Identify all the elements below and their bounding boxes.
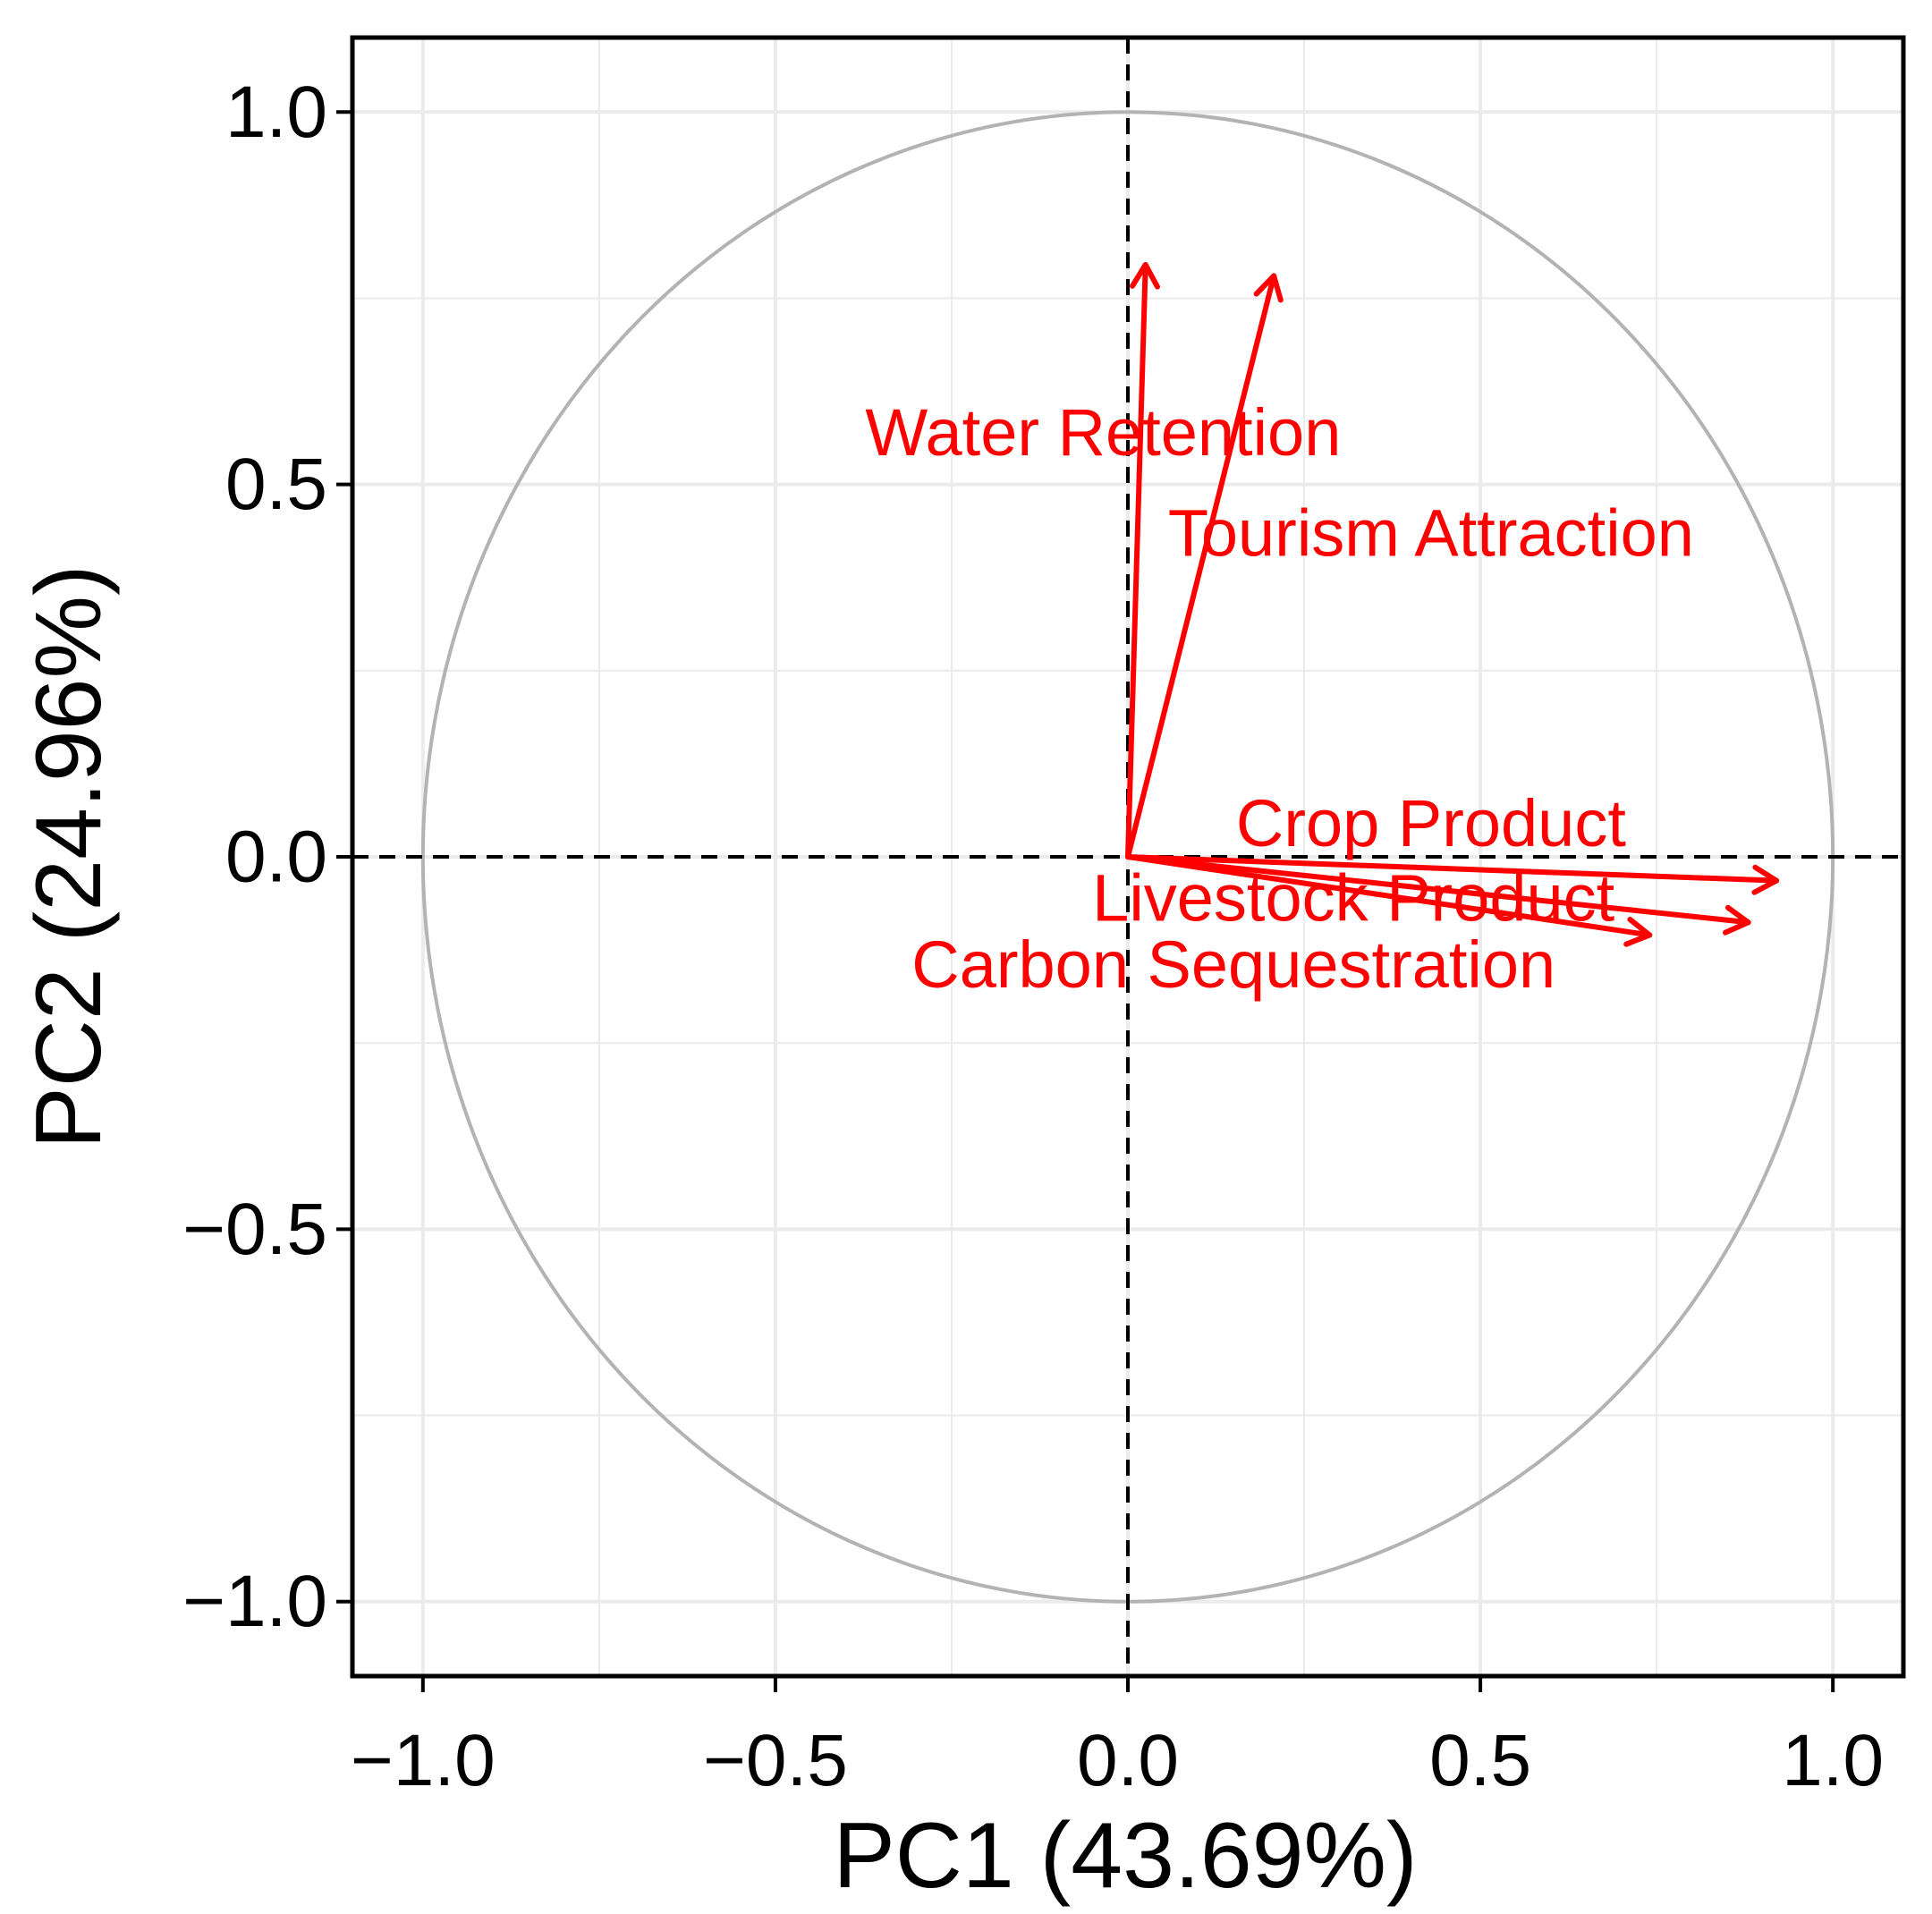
x-tick-label: 0.5 <box>1429 1720 1531 1801</box>
x-tick-label: −0.5 <box>703 1720 848 1801</box>
arrowhead-water-retention <box>1129 261 1160 290</box>
y-tick-label: 0.0 <box>225 817 327 898</box>
arrow-crop-product <box>1125 854 1780 884</box>
loading-arrows <box>1125 261 1780 947</box>
y-tick-label: −0.5 <box>182 1189 327 1270</box>
arrow-livestock-product <box>1125 854 1751 926</box>
x-tick-label: 0.0 <box>1077 1720 1179 1801</box>
label-tourism-attraction: Tourism Attraction <box>1168 495 1694 570</box>
label-water-retention: Water Retention <box>865 395 1341 470</box>
arrowhead-carbon-sequestration <box>1623 916 1653 947</box>
arrowhead-tourism-attraction <box>1253 273 1284 303</box>
variable-labels: Water Retention Tourism Attraction Crop Pr… <box>865 395 1694 1002</box>
label-crop-product: Crop Product <box>1236 786 1626 860</box>
x-axis-title: PC1 (43.69%) <box>833 1804 1417 1908</box>
label-carbon-sequestration: Carbon Sequestration <box>911 927 1555 1002</box>
arrow-water-retention <box>1125 261 1148 860</box>
y-axis-title: PC2 (24.96%) <box>17 564 121 1148</box>
label-livestock-product: Livestock Product <box>1092 860 1614 935</box>
y-tick-label: −1.0 <box>182 1561 327 1642</box>
axis-ticks: −1.0 −0.5 0.0 0.5 1.0 1.0 0.5 0.0 −0.5 −1.0 <box>182 72 1884 1801</box>
x-tick-label: −1.0 <box>351 1720 496 1801</box>
arrowhead-livestock-product <box>1723 904 1751 936</box>
arrow-tourism-attraction <box>1125 273 1277 860</box>
arrow-carbon-sequestration <box>1125 854 1653 938</box>
x-tick-label: 1.0 <box>1782 1720 1884 1801</box>
y-tick-label: 0.5 <box>225 444 327 525</box>
y-tick-label: 1.0 <box>225 72 327 153</box>
arrowhead-crop-product <box>1751 864 1780 895</box>
